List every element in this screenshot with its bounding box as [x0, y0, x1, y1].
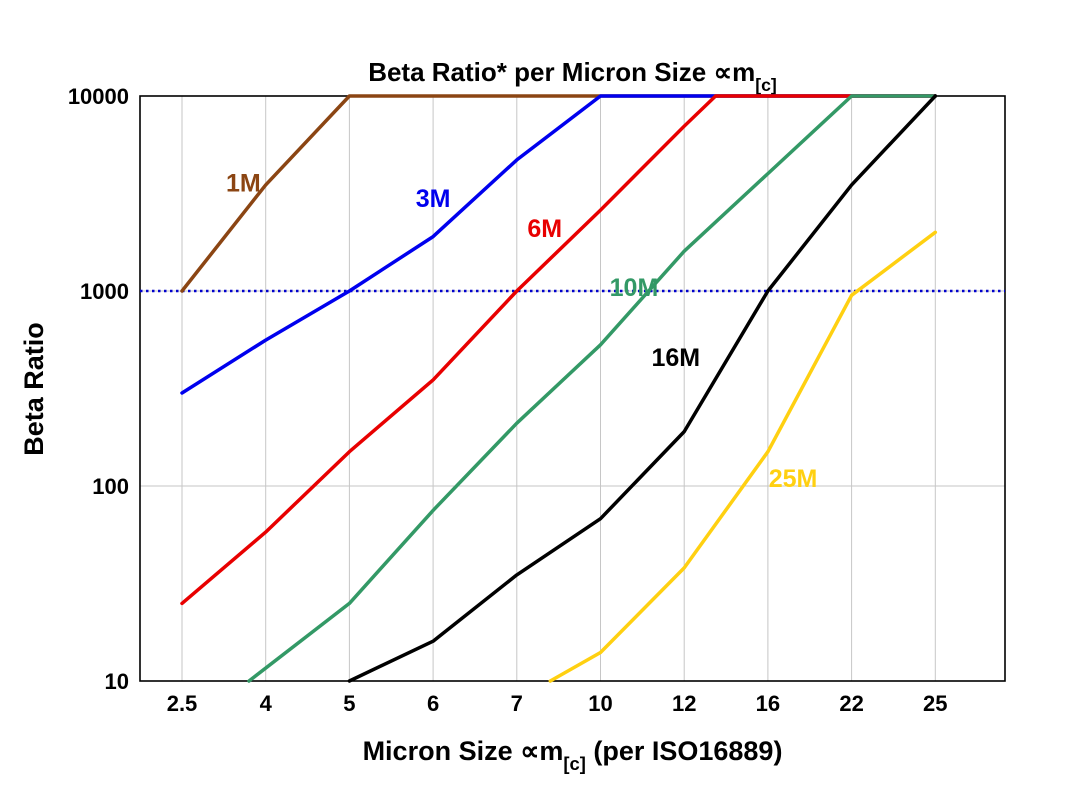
- series-label-6M: 6M: [527, 215, 562, 243]
- series-line-10M: [247, 94, 938, 683]
- x-tick-label-12: 12: [672, 691, 696, 716]
- x-axis-title-pre: Micron Size: [362, 736, 521, 766]
- x-tick-label-16: 16: [756, 691, 780, 716]
- series-label-3M: 3M: [416, 185, 451, 213]
- x-tick-label-7: 7: [511, 691, 523, 716]
- chart-title-main: Beta Ratio* per Micron Size: [368, 57, 714, 87]
- series-line-3M: [180, 94, 938, 395]
- x-tick-label-22: 22: [839, 691, 863, 716]
- plot-border: [139, 95, 1006, 682]
- x-tick-label-5: 5: [343, 691, 355, 716]
- y-tick-label-1000: 1000: [80, 279, 129, 304]
- x-axis-title: Micron Size ∝m[c] (per ISO16889): [140, 736, 1005, 775]
- y-tick-label-100: 100: [92, 474, 129, 499]
- x-axis-title-post: (per ISO16889): [585, 736, 783, 766]
- y-tick-label-10000: 10000: [68, 84, 129, 109]
- x-tick-label-4: 4: [260, 691, 273, 716]
- series-line-25M: [548, 230, 938, 683]
- x-tick-label-2.5: 2.5: [167, 691, 198, 716]
- x-tick-label-10: 10: [588, 691, 612, 716]
- chart-title-subscript: [c]: [755, 75, 777, 96]
- x-axis-title-subscript: [c]: [563, 753, 586, 775]
- series-line-16M: [347, 94, 938, 683]
- x-tick-label-25: 25: [923, 691, 947, 716]
- y-tick-label-10: 10: [105, 669, 129, 694]
- series-label-25M: 25M: [769, 465, 818, 493]
- series-label-1M: 1M: [226, 170, 261, 198]
- chart-title-symbol: ∝m: [713, 57, 756, 87]
- series-label-10M: 10M: [610, 274, 659, 302]
- chart-title: Beta Ratio* per Micron Size ∝m[c]: [140, 57, 1005, 96]
- series-label-16M: 16M: [652, 344, 701, 372]
- x-tick-label-6: 6: [427, 691, 439, 716]
- x-axis-title-symbol: ∝m: [520, 736, 564, 766]
- series-line-6M: [180, 94, 938, 606]
